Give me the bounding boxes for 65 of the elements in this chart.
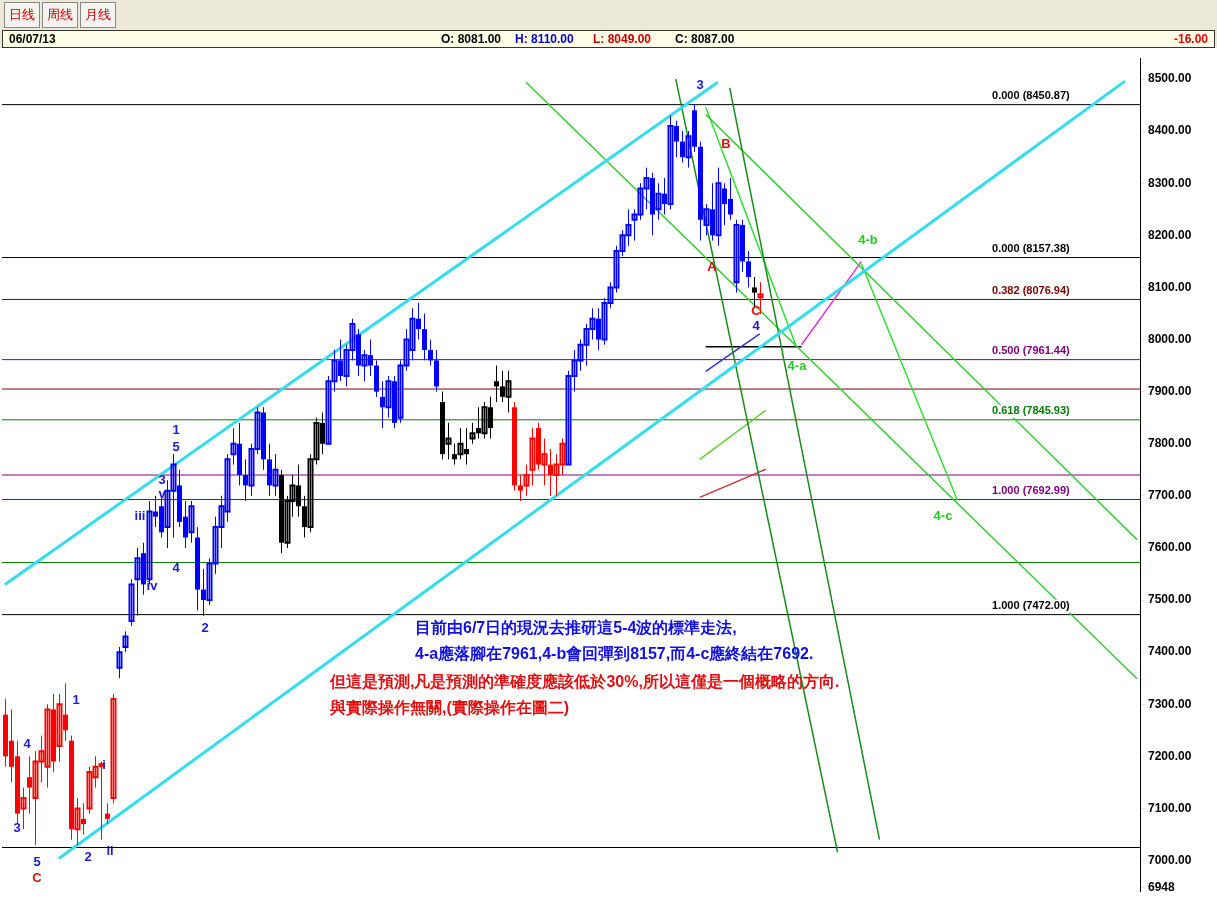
annotation: 1 (72, 691, 80, 707)
y-tick-label: 8000.00 (1148, 331, 1192, 346)
candlestick (122, 630, 129, 653)
y-tick-label: 7700.00 (1148, 488, 1192, 503)
annotation: B (721, 135, 731, 151)
y-tick-label: 7600.00 (1148, 540, 1192, 555)
annotation: 目前由6/7日的現況去推研這5-4波的標準走法, (415, 618, 737, 638)
annotation: 5 (172, 438, 180, 454)
text: -16.00 (1173, 32, 1208, 46)
annotation: 4-b (858, 231, 878, 247)
text: C: 8087.00 (675, 32, 735, 46)
annotation: 與實際操作無關,(實際操作在圖二) (330, 698, 570, 718)
y-tick-label: 8500.00 (1148, 71, 1192, 86)
text: 周线 (42, 2, 78, 28)
y-tick-label: 7100.00 (1148, 800, 1192, 815)
y-tick-label: 6948 (1148, 879, 1176, 894)
annotation: 4 (172, 559, 181, 575)
annotation: C (32, 869, 43, 885)
ref-line-label: 1.000 (7692.99) (992, 484, 1071, 497)
annotation: 4 (752, 317, 761, 333)
annotation: 4-c (933, 507, 953, 523)
candlestick (128, 578, 135, 627)
annotation: 2 (84, 848, 92, 864)
candlestick (494, 365, 499, 403)
y-tick-label: 8400.00 (1148, 123, 1192, 138)
annotation: 4 (23, 735, 32, 751)
y-tick-label: 7000.00 (1148, 852, 1192, 867)
annotation: 4-a (787, 357, 808, 373)
annotation: 5 (33, 853, 41, 869)
candlestick (422, 312, 427, 361)
text: L: 8049.00 (593, 32, 652, 46)
candlestick (105, 802, 110, 825)
annotation: i (102, 756, 106, 772)
y-tick-label: 7400.00 (1148, 644, 1192, 659)
ref-line-label: 1.000 (7472.00) (992, 599, 1071, 612)
text: 06/07/13 (9, 32, 56, 46)
text: 月线 (80, 2, 116, 28)
candlestick (428, 339, 433, 367)
y-tick-label: 8200.00 (1148, 227, 1192, 242)
y-tick-label: 7300.00 (1148, 696, 1192, 711)
candlestick (116, 646, 123, 679)
ref-line-label: 0.000 (8157.38) (992, 242, 1071, 255)
y-tick-label: 7800.00 (1148, 436, 1192, 451)
y-tick-label: 8300.00 (1148, 175, 1192, 190)
annotation: iii (134, 507, 146, 523)
text: O: 8081.00 (441, 32, 502, 46)
annotation: iv (146, 577, 159, 593)
annotation: 3 (696, 76, 704, 92)
ref-line-label: 0.500 (7961.44) (992, 344, 1071, 357)
ref-line-label: 0.618 (7845.93) (992, 404, 1071, 417)
y-tick-label: 7200.00 (1148, 748, 1192, 763)
text: 日线 (4, 2, 40, 28)
annotation: C (751, 302, 762, 318)
annotation: 2 (201, 619, 209, 635)
ref-line-label: 0.382 (8076.94) (992, 283, 1071, 296)
candlestick (110, 693, 117, 804)
y-tick-label: 8100.00 (1148, 279, 1192, 294)
annotation: 1 (172, 421, 180, 437)
annotation: 3 (13, 819, 21, 835)
candlestick (746, 250, 751, 288)
ref-line-label: 0.000 (8450.87) (992, 89, 1071, 102)
y-tick-label: 7500.00 (1148, 592, 1192, 607)
annotation: 3 (158, 471, 166, 487)
text: H: 8110.00 (515, 32, 574, 46)
y-tick-label: 7900.00 (1148, 383, 1192, 398)
